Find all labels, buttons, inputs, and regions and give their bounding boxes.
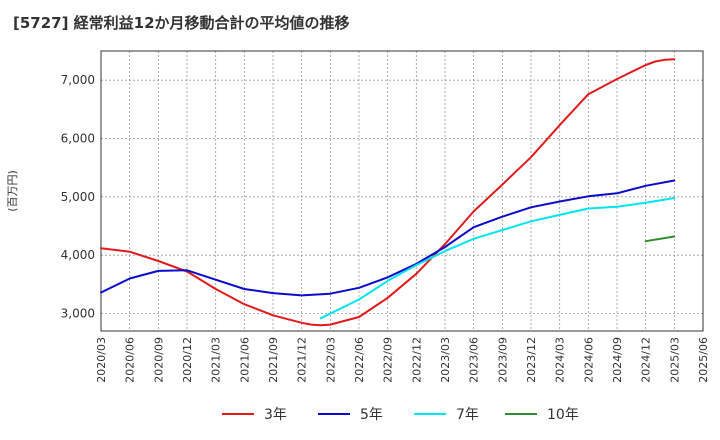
plot-frame [100, 50, 704, 332]
series-line [319, 197, 676, 320]
x-tick-label: 2023/09 [496, 337, 509, 383]
grid-lines [100, 51, 704, 331]
x-tick-label: 2021/03 [210, 337, 223, 383]
x-tick-label: 2022/12 [410, 337, 423, 383]
x-tick-label: 2021/06 [238, 337, 251, 383]
x-tick-label: 2023/03 [439, 337, 452, 383]
legend-label: 5年 [360, 407, 383, 423]
x-tick-label: 2022/09 [382, 337, 395, 383]
x-tick-label: 2023/06 [468, 337, 481, 383]
x-tick-label: 2020/09 [152, 337, 165, 383]
x-tick-label: 2020/06 [124, 337, 137, 383]
tick-labels: 3,000 4,000 5,000 6,000 7,000 2020/03 2020/06 2… [61, 73, 710, 383]
x-tick-label: 2024/03 [554, 337, 567, 383]
x-tick-label: 2025/06 [697, 337, 710, 383]
x-tick-label: 2024/12 [640, 337, 653, 383]
x-tick-label: 2020/12 [181, 337, 194, 383]
y-axis-label: (百万円) [6, 170, 19, 212]
y-tick-label: 7,000 [61, 73, 95, 87]
y-tick-label: 6,000 [61, 132, 95, 146]
series-line [100, 58, 676, 327]
x-tick-label: 2022/03 [324, 337, 337, 383]
x-tick-label: 2024/09 [611, 337, 624, 383]
x-tick-label: 2025/03 [668, 337, 681, 383]
series-line [100, 179, 676, 297]
legend-label: 3年 [264, 407, 287, 423]
y-tick-label: 5,000 [61, 190, 95, 204]
x-tick-label: 2020/03 [95, 337, 108, 383]
series-lines [100, 58, 676, 327]
x-tick-label: 2021/09 [267, 337, 280, 383]
legend-label: 7年 [456, 407, 479, 423]
y-tick-label: 4,000 [61, 248, 95, 262]
chart-title: [5727] 経常利益12か月移動合計の平均値の推移 [13, 14, 350, 32]
x-tick-label: 2021/12 [296, 337, 309, 383]
x-tick-label: 2022/06 [353, 337, 366, 383]
axes [100, 50, 704, 332]
series-line [644, 235, 676, 243]
legend: 3年 5年 7年 10年 [222, 407, 579, 423]
x-tick-label: 2023/12 [525, 337, 538, 383]
legend-label: 10年 [547, 407, 579, 423]
x-tick-label: 2024/06 [582, 337, 595, 383]
y-tick-label: 3,000 [61, 307, 95, 321]
